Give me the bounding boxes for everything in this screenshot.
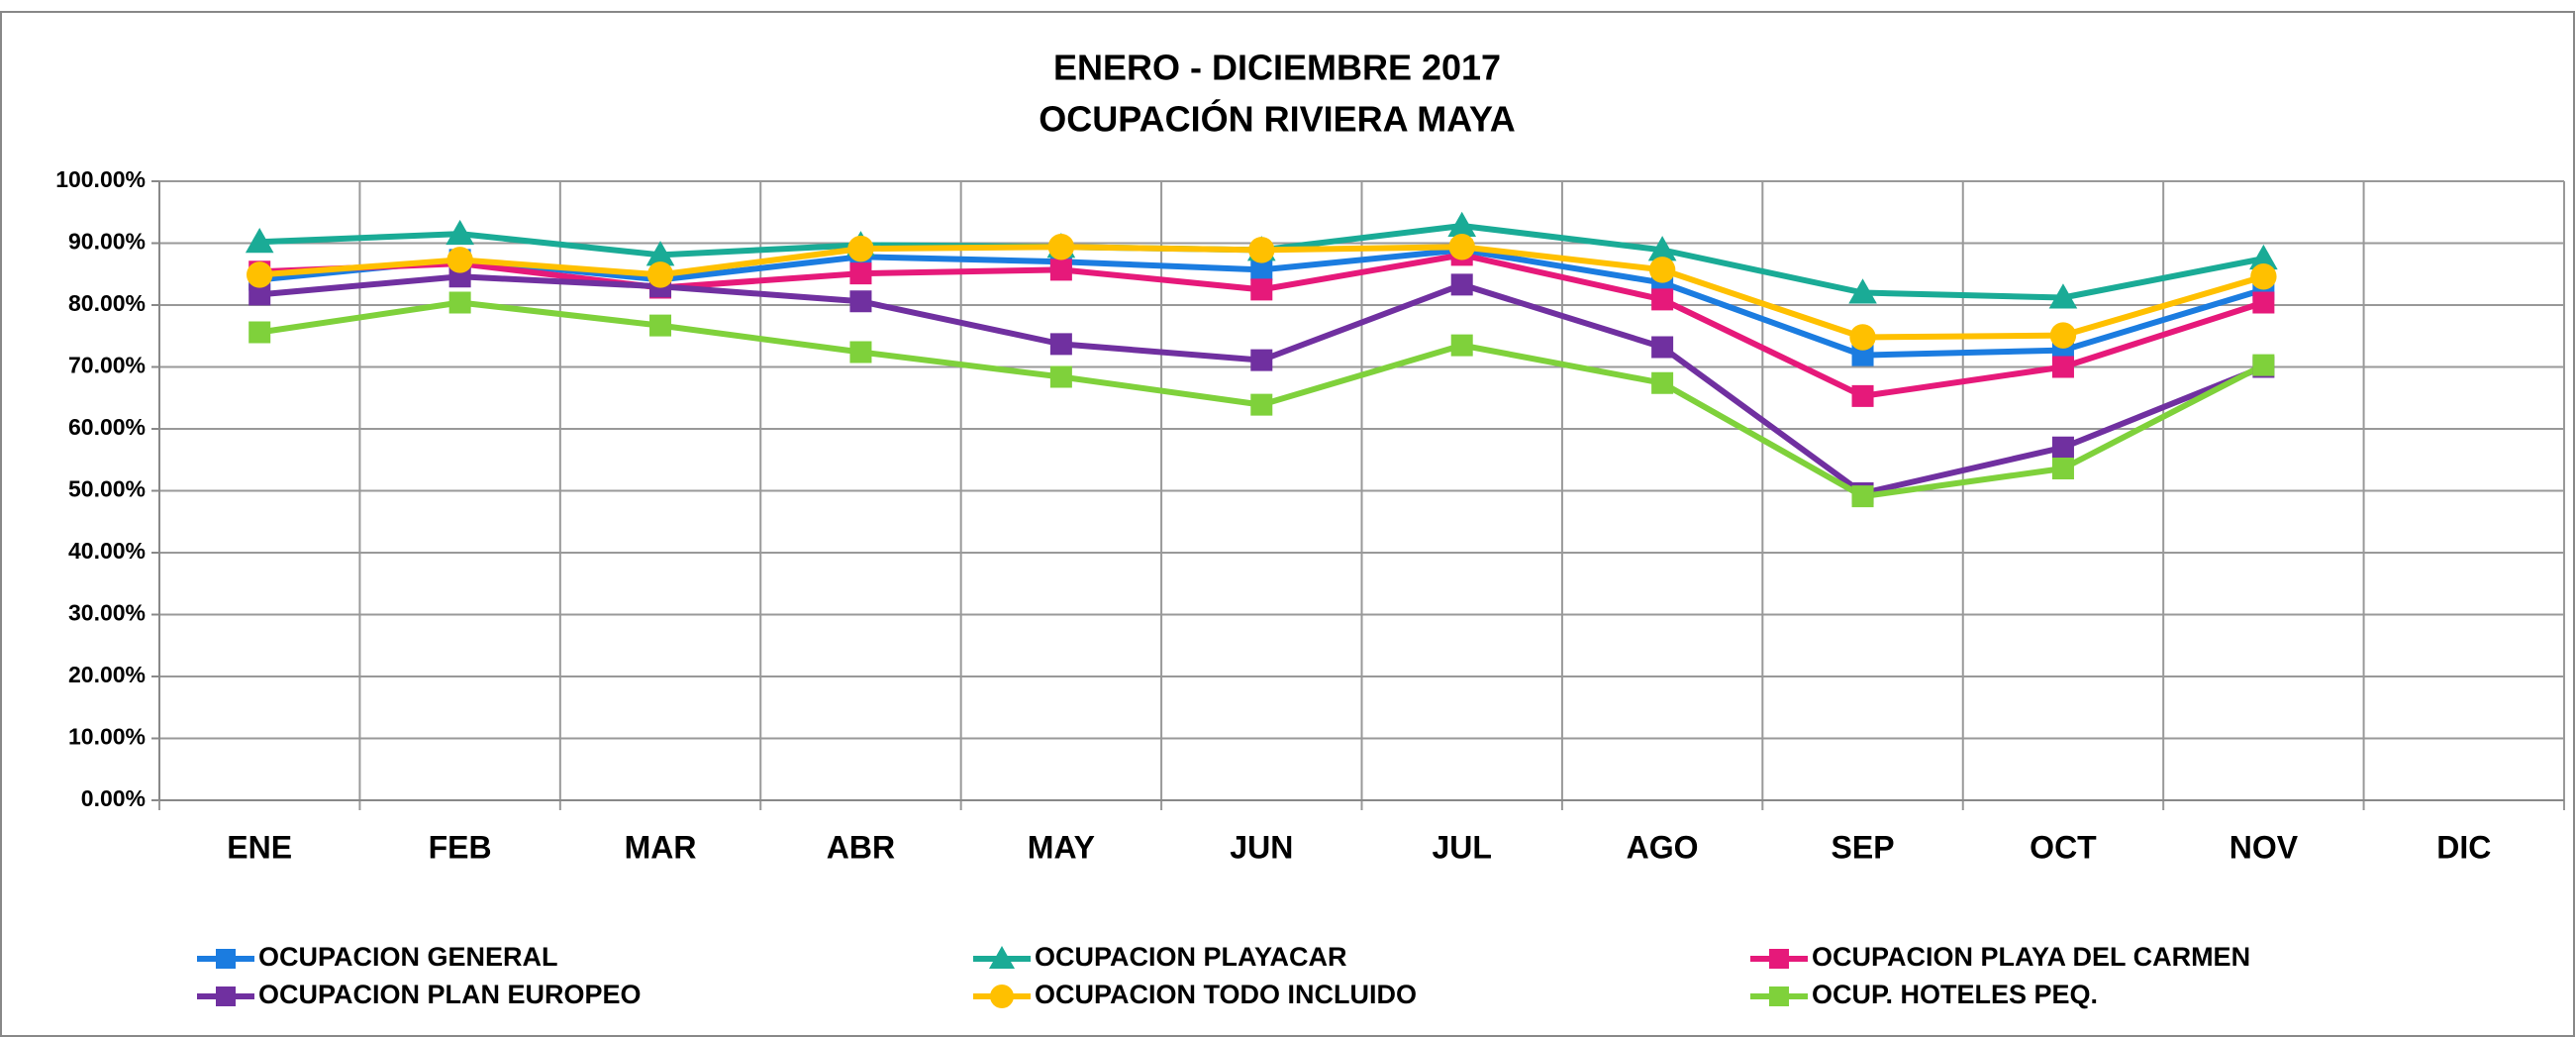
marker bbox=[248, 321, 271, 344]
y-tick-label: 100.00% bbox=[55, 166, 146, 192]
marker bbox=[1851, 384, 1874, 407]
marker bbox=[2252, 291, 2275, 314]
y-tick-label: 60.00% bbox=[68, 414, 146, 440]
marker bbox=[1250, 349, 1273, 371]
marker bbox=[2051, 458, 2074, 479]
y-tick-label: 50.00% bbox=[68, 476, 146, 502]
marker bbox=[1049, 333, 1072, 356]
marker bbox=[1049, 259, 1072, 281]
y-tick-label: 10.00% bbox=[68, 724, 146, 750]
marker bbox=[1447, 211, 1477, 237]
marker bbox=[446, 247, 473, 273]
legend-label: OCUPACION GENERAL bbox=[258, 942, 558, 972]
y-tick-label: 20.00% bbox=[68, 662, 146, 687]
y-tick-label: 30.00% bbox=[68, 600, 146, 626]
marker bbox=[1248, 237, 1275, 263]
marker bbox=[1851, 344, 1874, 366]
marker bbox=[1250, 278, 1273, 301]
marker bbox=[645, 241, 675, 266]
marker bbox=[1651, 371, 1674, 394]
marker bbox=[248, 283, 271, 306]
y-tick-label: 90.00% bbox=[68, 229, 146, 255]
marker bbox=[2051, 356, 2074, 378]
marker bbox=[849, 341, 872, 363]
legend-label: OCUPACION PLAYA DEL CARMEN bbox=[1812, 942, 2250, 972]
x-tick-label: DIC bbox=[2436, 829, 2491, 865]
x-tick-label: SEP bbox=[1832, 829, 1895, 865]
marker bbox=[1250, 393, 1273, 416]
legend-marker bbox=[990, 985, 1014, 1008]
chart-frame bbox=[0, 11, 2575, 1037]
marker bbox=[448, 291, 471, 314]
marker bbox=[1450, 273, 1473, 296]
marker bbox=[1848, 278, 1877, 304]
x-tick-label: ABR bbox=[827, 829, 895, 865]
legend-marker bbox=[1769, 986, 1789, 1006]
marker bbox=[1648, 257, 1676, 283]
marker bbox=[1651, 336, 1674, 359]
marker bbox=[2049, 322, 2077, 349]
x-tick-label: OCT bbox=[2030, 829, 2097, 865]
legend-label: OCUPACION PLAYACAR bbox=[1035, 942, 1347, 972]
marker bbox=[2051, 436, 2074, 459]
marker bbox=[1049, 365, 1072, 388]
x-tick-label: FEB bbox=[429, 829, 492, 865]
marker bbox=[245, 227, 274, 254]
marker bbox=[446, 219, 474, 246]
marker bbox=[649, 314, 672, 337]
y-tick-label: 0.00% bbox=[81, 785, 146, 811]
marker bbox=[247, 261, 273, 288]
legend-marker bbox=[1769, 949, 1789, 969]
x-tick-label: MAY bbox=[1028, 829, 1095, 865]
y-tick-label: 40.00% bbox=[68, 538, 146, 564]
legend-marker bbox=[216, 949, 236, 969]
marker bbox=[2252, 354, 2275, 376]
marker bbox=[1851, 485, 1874, 508]
marker bbox=[847, 235, 874, 262]
marker bbox=[2048, 283, 2078, 309]
y-tick-label: 70.00% bbox=[68, 353, 146, 378]
y-tick-label: 80.00% bbox=[68, 290, 146, 316]
chart-title: ENERO - DICIEMBRE 2017 bbox=[1053, 48, 1501, 88]
marker bbox=[1647, 236, 1677, 261]
marker bbox=[646, 261, 674, 288]
x-tick-label: ENE bbox=[227, 829, 292, 865]
legend-marker bbox=[989, 946, 1015, 969]
marker bbox=[1450, 334, 1473, 357]
x-tick-label: NOV bbox=[2229, 829, 2299, 865]
x-tick-label: JUN bbox=[1230, 829, 1293, 865]
x-tick-label: JUL bbox=[1432, 829, 1491, 865]
legend-label: OCUPACION TODO INCLUIDO bbox=[1035, 980, 1417, 1009]
marker bbox=[1047, 234, 1075, 260]
legend-marker bbox=[216, 986, 236, 1006]
marker bbox=[2249, 244, 2278, 270]
marker bbox=[1448, 234, 1475, 260]
marker bbox=[1250, 259, 1273, 281]
legend-label: OCUP. HOTELES PEQ. bbox=[1812, 980, 2098, 1009]
marker bbox=[1849, 324, 1876, 351]
marker bbox=[2250, 263, 2277, 290]
marker bbox=[849, 262, 872, 285]
marker bbox=[1651, 288, 1674, 311]
chart-subtitle: OCUPACIÓN RIVIERA MAYA bbox=[1039, 98, 1515, 140]
x-tick-label: MAR bbox=[625, 829, 697, 865]
legend-label: OCUPACION PLAN EUROPEO bbox=[258, 980, 642, 1009]
x-tick-label: AGO bbox=[1627, 829, 1699, 865]
marker bbox=[849, 290, 872, 313]
